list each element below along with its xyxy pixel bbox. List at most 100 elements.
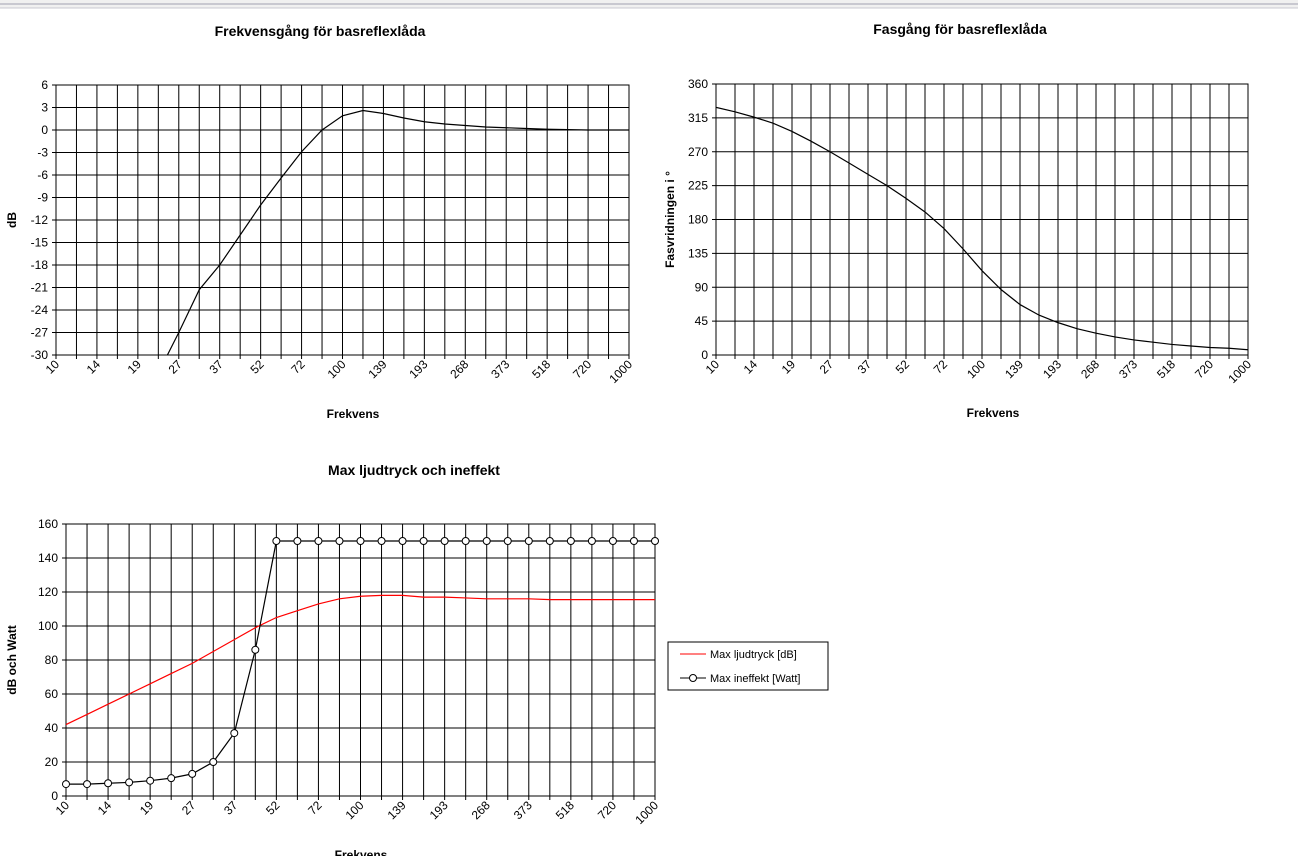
y-tick-label: 180 <box>688 213 708 227</box>
x-tick-label: 268 <box>1078 357 1102 381</box>
x-tick-label: 193 <box>406 357 430 381</box>
chart-title: Fasgång för basreflexlåda <box>873 21 1047 37</box>
x-tick-label: 52 <box>263 798 283 818</box>
legend-label: Max ljudtryck [dB] <box>710 649 797 661</box>
x-tick-label: 100 <box>343 798 367 822</box>
point-marker <box>608 537 617 545</box>
y-tick-label: -15 <box>31 236 49 250</box>
x-tick-label: 14 <box>84 357 104 377</box>
point-marker <box>503 537 512 545</box>
plot-frame <box>715 83 1249 356</box>
y-axis-title: Fasvridningen i ° <box>663 171 677 268</box>
point-marker <box>272 537 281 545</box>
y-tick-label: 6 <box>41 78 48 92</box>
x-tick-label: 720 <box>1192 357 1216 381</box>
point-marker <box>146 776 155 785</box>
x-tick-label: 139 <box>365 357 389 381</box>
x-tick-label: 268 <box>469 798 493 822</box>
chart-title: Max ljudtryck och ineffekt <box>328 462 500 478</box>
x-tick-label: 1000 <box>1225 357 1254 386</box>
y-tick-label: -3 <box>37 146 48 160</box>
y-tick-label: 120 <box>38 585 58 599</box>
x-tick-label: 72 <box>288 357 308 377</box>
x-tick-label: 720 <box>570 357 594 381</box>
y-tick-label: 315 <box>688 111 708 125</box>
series-line <box>716 106 1248 351</box>
x-tick-label: 72 <box>305 798 325 818</box>
x-tick-label: 19 <box>137 798 157 818</box>
point-marker <box>440 537 449 545</box>
point-marker <box>62 780 70 789</box>
y-tick-label: 270 <box>688 145 708 159</box>
point-marker <box>377 537 386 545</box>
y-tick-label: 60 <box>45 687 59 701</box>
x-tick-label: 27 <box>179 798 199 818</box>
y-axis-title: dB <box>5 212 19 228</box>
legend-box <box>667 641 829 691</box>
x-tick-label: 518 <box>553 798 577 822</box>
y-tick-label: -12 <box>31 213 49 227</box>
y-tick-label: -9 <box>37 191 48 205</box>
point-marker <box>167 774 176 783</box>
y-tick-label: 160 <box>38 517 58 531</box>
point-marker <box>461 537 470 545</box>
y-tick-label: 225 <box>688 179 708 193</box>
x-tick-label: 100 <box>325 357 349 381</box>
x-tick-label: 100 <box>964 357 988 381</box>
y-tick-label: -27 <box>31 326 49 340</box>
point-marker <box>314 537 323 545</box>
point-marker <box>251 645 260 654</box>
y-tick-label: 3 <box>41 101 48 115</box>
y-tick-label: 360 <box>688 77 708 91</box>
point-marker <box>125 778 134 787</box>
x-tick-label: 14 <box>95 798 115 818</box>
x-tick-label: 27 <box>817 357 837 377</box>
point-marker <box>419 537 428 545</box>
x-tick-label: 37 <box>221 798 241 818</box>
x-tick-label: 193 <box>427 798 451 822</box>
x-tick-label: 37 <box>855 357 875 377</box>
x-tick-label: 72 <box>931 357 951 377</box>
point-marker <box>629 537 638 545</box>
point-marker <box>398 537 407 545</box>
y-tick-label: 80 <box>45 653 59 667</box>
y-axis-title: dB och Watt <box>5 625 19 695</box>
point-marker <box>651 537 659 545</box>
point-marker <box>524 537 533 545</box>
x-tick-label: 373 <box>511 798 535 822</box>
point-marker <box>587 537 596 545</box>
x-tick-label: 268 <box>447 357 471 381</box>
point-marker <box>209 758 218 766</box>
y-tick-label: 100 <box>38 619 58 633</box>
x-tick-label: 518 <box>1154 357 1178 381</box>
point-marker <box>188 769 197 778</box>
y-tick-label: 0 <box>51 789 58 803</box>
y-tick-label: 20 <box>45 755 59 769</box>
y-tick-label: -6 <box>37 168 48 182</box>
x-tick-label: 19 <box>125 357 145 377</box>
x-axis-title: Frekvens <box>335 848 388 856</box>
y-tick-label: -18 <box>31 258 49 272</box>
y-tick-label: 0 <box>41 123 48 137</box>
x-tick-label: 1000 <box>632 798 661 827</box>
x-tick-label: 139 <box>385 798 409 822</box>
x-tick-label: 193 <box>1040 357 1064 381</box>
y-tick-label: 45 <box>695 314 709 328</box>
point-marker <box>356 537 365 545</box>
x-axis-title: Frekvens <box>327 407 380 421</box>
point-marker <box>230 729 239 738</box>
x-tick-label: 720 <box>595 798 619 822</box>
y-tick-label: -30 <box>31 348 49 362</box>
x-tick-label: 139 <box>1002 357 1026 381</box>
series-line <box>166 109 629 355</box>
x-tick-label: 52 <box>893 357 913 377</box>
point-marker <box>482 537 491 545</box>
x-tick-label: 14 <box>741 357 761 377</box>
point-marker <box>293 537 302 545</box>
y-tick-label: 90 <box>695 280 709 294</box>
x-tick-label: 518 <box>529 357 553 381</box>
plot-area <box>166 109 629 355</box>
y-tick-label: 135 <box>688 246 708 260</box>
point-marker <box>83 780 92 789</box>
